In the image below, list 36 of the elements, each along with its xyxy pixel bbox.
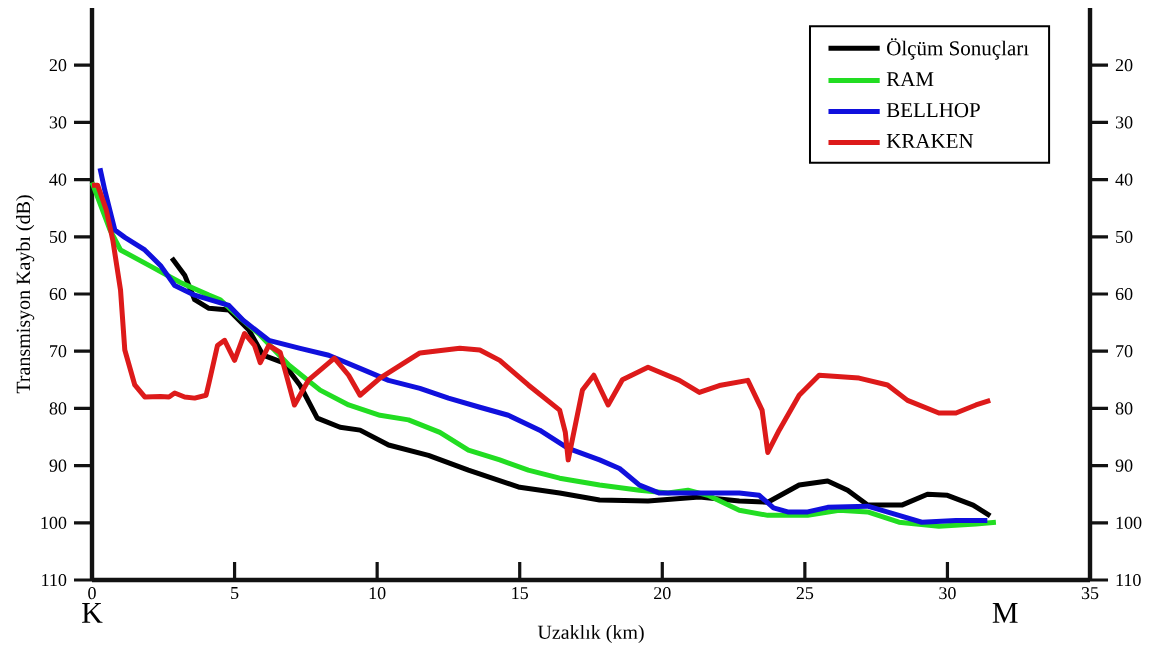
x-tick-label: 0 xyxy=(88,587,96,600)
y2-tick-label: 40 xyxy=(1115,173,1133,186)
y2-tick-label: 100 xyxy=(1116,516,1142,529)
text: M xyxy=(992,603,1018,623)
y2-tick-label: 60 xyxy=(1115,287,1133,301)
y-tick-label: 90 xyxy=(49,459,67,472)
x-tick-label: 30 xyxy=(939,587,956,600)
text: K xyxy=(82,603,103,623)
y2-tick-label: 90 xyxy=(1115,459,1133,472)
y-axis-title: Transmisyon Kaybı (dB) xyxy=(16,195,35,394)
y-tick-label: 30 xyxy=(49,116,67,129)
y2-tick-label: 110 xyxy=(1116,573,1141,587)
x-tick-label: 10 xyxy=(369,587,386,600)
y-tick-label: 70 xyxy=(50,345,67,358)
y2-tick-label: 50 xyxy=(1116,230,1133,243)
y2-tick-label: 80 xyxy=(1115,402,1133,415)
y-tick-label: 110 xyxy=(42,573,67,587)
y-tick-label: 100 xyxy=(41,516,67,529)
x-tick-label: 15 xyxy=(512,587,529,600)
legend-label: RAM xyxy=(886,72,934,87)
y2-tick-label: 70 xyxy=(1116,345,1133,358)
x-axis-title: Uzaklık (km) xyxy=(537,624,644,644)
y-tick-label: 40 xyxy=(49,173,67,186)
y2-tick-label: 20 xyxy=(1115,59,1133,72)
x-tick-label: 5 xyxy=(231,587,239,600)
y-tick-label: 50 xyxy=(49,230,67,243)
x-tick-label: 25 xyxy=(796,587,814,600)
legend-label: BELLHOP xyxy=(886,103,980,118)
y-tick-label: 20 xyxy=(49,59,67,72)
y2-tick-label: 30 xyxy=(1115,116,1133,129)
y-tick-label: 60 xyxy=(49,287,67,301)
legend-label: KRAKEN xyxy=(886,133,974,148)
x-tick-label: 20 xyxy=(654,587,671,600)
y-tick-label: 80 xyxy=(49,402,67,415)
legend-label: Ölçüm Sonuçları xyxy=(887,38,1029,60)
x-tick-label: 35 xyxy=(1081,587,1099,600)
